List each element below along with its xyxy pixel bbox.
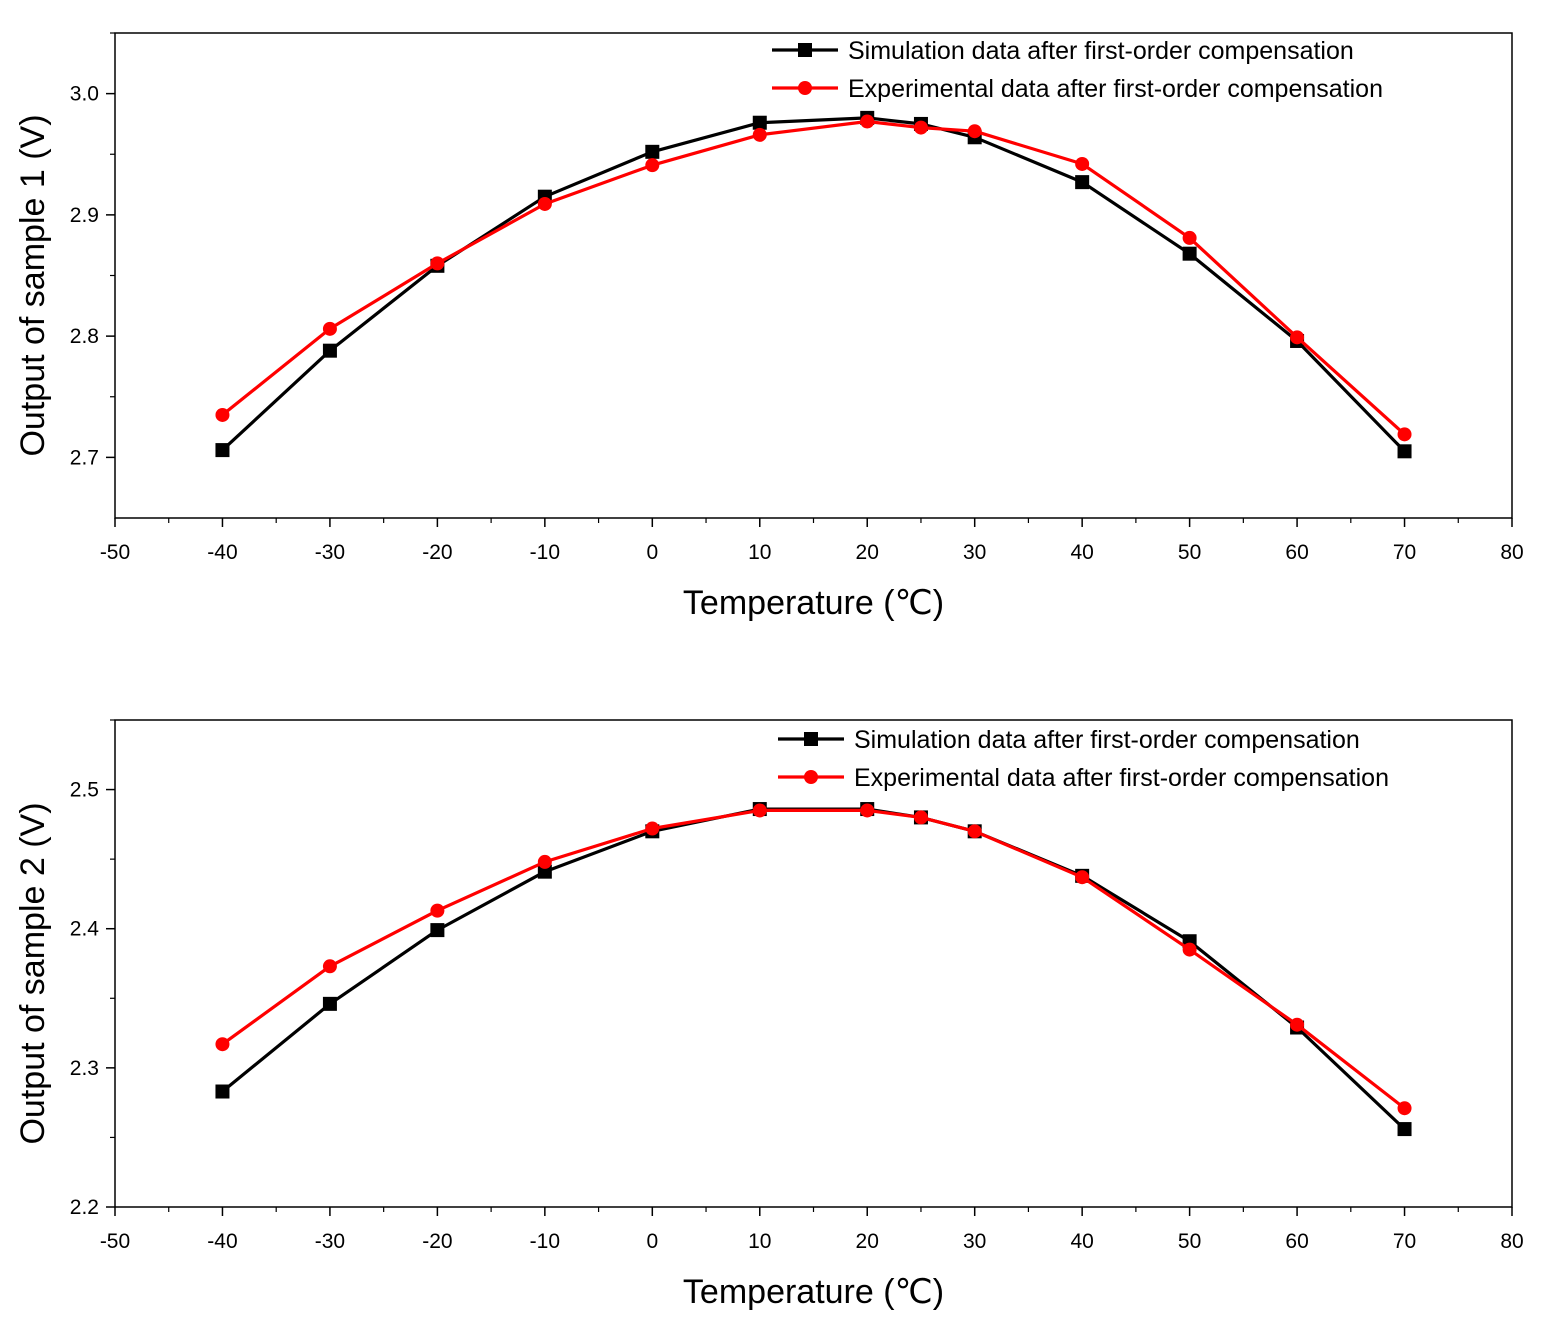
data-point-square (645, 144, 660, 159)
data-point-circle (913, 120, 928, 135)
y-axis-title: Output of sample 2 (V) (14, 802, 52, 1144)
data-point-square (215, 1084, 230, 1099)
legend: Simulation data after first-order compen… (778, 726, 1389, 792)
y-tick-label: 2.2 (70, 1196, 99, 1219)
x-tick-label: 70 (1393, 541, 1416, 564)
x-tick-label: 80 (1500, 541, 1523, 564)
legend-label: Experimental data after first-order comp… (848, 75, 1383, 103)
series-experimental (215, 803, 1412, 1116)
data-point-circle (645, 821, 660, 836)
x-tick-label: 0 (646, 1230, 658, 1253)
data-point-circle (860, 803, 875, 818)
x-tick-label: -50 (100, 541, 130, 564)
y-tick-label: 2.7 (70, 446, 99, 469)
legend-marker-circle (804, 770, 818, 784)
data-point-square (537, 864, 552, 879)
legend-marker-square (798, 43, 812, 57)
data-point-circle (1397, 427, 1412, 442)
x-tick-label: -10 (530, 1230, 560, 1253)
x-tick-label: 20 (856, 541, 879, 564)
y-tick-label: 2.5 (70, 779, 99, 802)
x-tick-label: 20 (856, 1230, 879, 1253)
data-point-square (430, 923, 445, 938)
data-point-square (1397, 444, 1412, 459)
x-tick-label: -50 (100, 1230, 130, 1253)
data-point-circle (1075, 156, 1090, 171)
data-point-circle (537, 196, 552, 211)
x-tick-label: -10 (530, 541, 560, 564)
data-point-circle (1290, 1017, 1305, 1032)
data-point-circle (1397, 1101, 1412, 1116)
legend-label: Simulation data after first-order compen… (854, 726, 1360, 754)
data-point-circle (430, 256, 445, 271)
data-point-circle (1290, 330, 1305, 345)
y-tick-label: 3.0 (70, 83, 99, 106)
data-point-circle (537, 854, 552, 869)
x-tick-label: 10 (748, 541, 771, 564)
x-tick-label: 40 (1070, 1230, 1093, 1253)
data-point-circle (913, 810, 928, 825)
x-tick-label: 60 (1285, 1230, 1308, 1253)
x-tick-label: 40 (1070, 541, 1093, 564)
x-axis-title: Temperature (℃) (683, 1273, 944, 1311)
data-point-square (1397, 1122, 1412, 1137)
x-tick-label: 60 (1285, 541, 1308, 564)
legend-marker-circle (798, 81, 812, 95)
series-experimental (215, 114, 1412, 442)
y-tick-label: 2.9 (70, 204, 99, 227)
legend-marker-square (804, 732, 818, 746)
data-point-square (752, 115, 767, 130)
x-tick-label: -40 (207, 1230, 237, 1253)
y-axis-title: Output of sample 1 (V) (14, 114, 52, 456)
y-tick-label: 2.4 (70, 918, 100, 941)
x-tick-label: -20 (422, 1230, 452, 1253)
x-tick-label: 50 (1178, 541, 1201, 564)
x-tick-label: 50 (1178, 1230, 1201, 1253)
data-point-circle (1075, 870, 1090, 885)
data-point-circle (1182, 942, 1197, 957)
data-point-circle (322, 959, 337, 974)
x-tick-label: 10 (748, 1230, 771, 1253)
x-tick-label: -30 (315, 1230, 345, 1253)
x-tick-label: -40 (207, 541, 237, 564)
data-point-square (322, 343, 337, 358)
x-tick-label: 30 (963, 1230, 986, 1253)
x-axis-title: Temperature (℃) (683, 584, 944, 622)
data-point-circle (322, 321, 337, 336)
y-tick-label: 2.8 (70, 325, 99, 348)
data-point-circle (215, 407, 230, 422)
data-point-circle (752, 127, 767, 142)
x-tick-label: -20 (422, 541, 452, 564)
data-point-circle (645, 158, 660, 173)
legend-label: Simulation data after first-order compen… (848, 37, 1354, 65)
chart-sample-1: -50 -40 -30 -20 -10 0 10 20 30 40 50 60 70 80 2.7 2.8 2.… (14, 32, 1524, 622)
x-tick-label: 80 (1500, 1230, 1523, 1253)
legend: Simulation data after first-order compen… (772, 37, 1383, 103)
data-point-circle (215, 1037, 230, 1052)
chart-sample-2: -50 -40 -30 -20 -10 0 10 20 30 40 50 60 70 80 2.2 2.3 2.… (14, 719, 1524, 1311)
data-point-circle (1182, 230, 1197, 245)
data-point-square (1075, 175, 1090, 190)
x-tick-label: 0 (646, 541, 658, 564)
data-point-square (1182, 246, 1197, 261)
data-point-circle (430, 903, 445, 918)
data-point-circle (967, 824, 982, 839)
data-point-circle (860, 114, 875, 129)
data-point-circle (752, 803, 767, 818)
x-tick-label: -30 (315, 541, 345, 564)
data-point-square (322, 996, 337, 1011)
x-tick-label: 70 (1393, 1230, 1416, 1253)
x-tick-label: 30 (963, 541, 986, 564)
y-tick-label: 2.3 (70, 1057, 99, 1080)
data-point-circle (967, 124, 982, 139)
legend-label: Experimental data after first-order comp… (854, 764, 1389, 792)
data-point-square (215, 443, 230, 458)
